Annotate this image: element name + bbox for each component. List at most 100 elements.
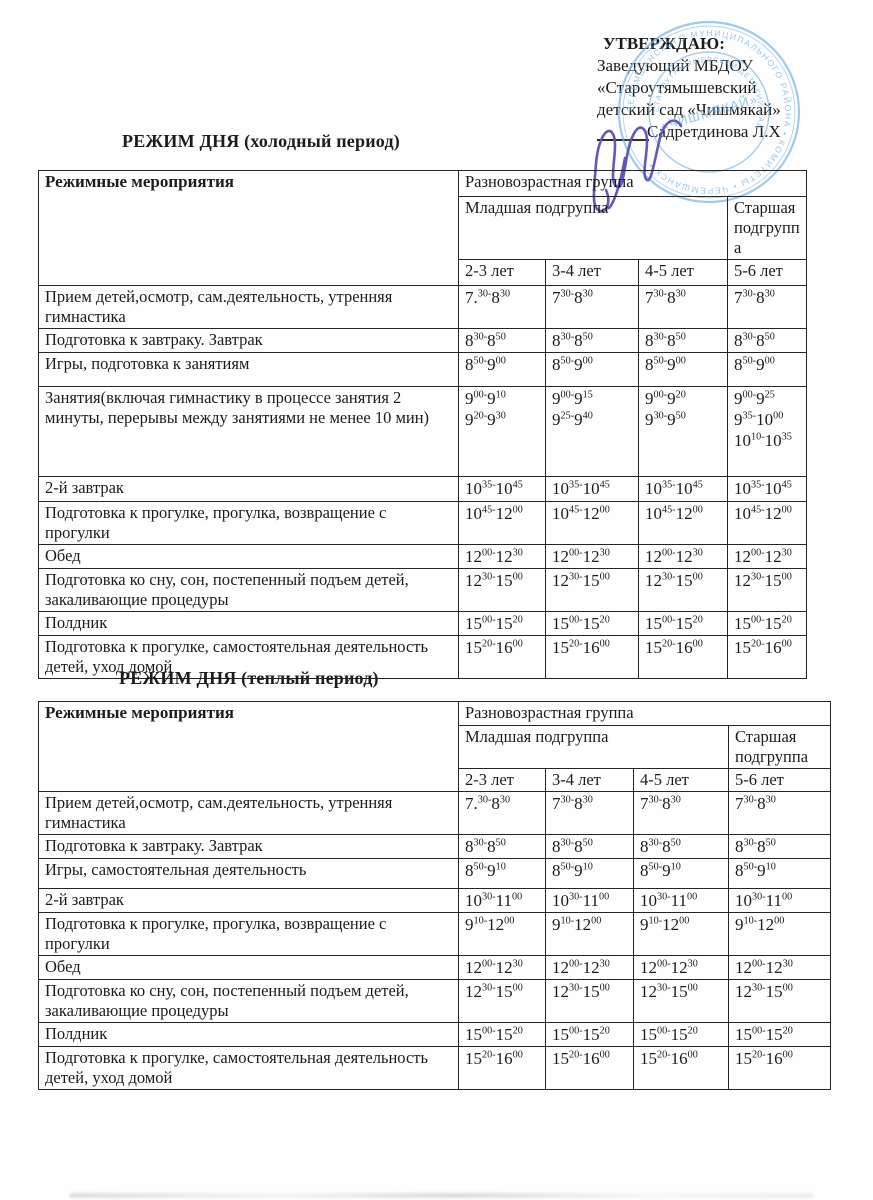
time-cell: 830-850 [727, 328, 807, 353]
time-range: 830-850 [552, 331, 593, 350]
schedule-row: Полдник 1500-1520 1500-1520 1500-1520 1500-1… [38, 1022, 831, 1047]
group-header: Разновозрастная группа [458, 170, 807, 197]
time-cell: 900-915 925-940 [545, 386, 639, 477]
activity-cell: Подготовка к завтраку. Завтрак [38, 328, 459, 353]
time-cell: 1045-1200 [727, 501, 807, 545]
time-range: 1500-1520 [645, 614, 703, 633]
schedule-row: Подготовка к прогулке, прогулка, возвращ… [38, 912, 831, 956]
time-cell: 1200-1230 [545, 955, 634, 980]
time-cell: 1035-1045 [727, 476, 807, 502]
activity-cell: Игры, подготовка к занятиям [38, 352, 459, 387]
time-cell: 1520-1600 [638, 635, 728, 679]
activity-cell: 2-й завтрак [38, 476, 459, 502]
time-cell: 1200-1230 [728, 955, 831, 980]
time-cell: 1200-1230 [633, 955, 729, 980]
age-header: 3-4 лет [545, 259, 639, 286]
activities-column-header: Режимные мероприятия [38, 701, 459, 792]
younger-subgroup-header: Младшая подгруппа [458, 725, 729, 769]
signature-line [597, 139, 649, 141]
older-subgroup-header: Старшая подгруппа [728, 725, 831, 769]
time-range: 730-830 [552, 288, 593, 307]
time-cell: 830-850 [545, 834, 634, 859]
time-cell: 1035-1045 [545, 476, 639, 502]
approval-line: детский сад «Чишмякай» [597, 100, 781, 119]
time-cell: 910-1200 [728, 912, 831, 956]
time-range: 850-900 [645, 355, 686, 374]
time-range: 1520-1600 [465, 638, 523, 657]
time-cell: 1045-1200 [638, 501, 728, 545]
time-cell: 1230-1500 [727, 568, 807, 612]
time-cell: 850-900 [727, 352, 807, 387]
schedule-row: 2-й завтрак 1030-1100 1030-1100 1030-1100 10… [38, 888, 831, 913]
time-cell: 1230-1500 [458, 979, 546, 1023]
time-range: 1520-1600 [640, 1049, 698, 1068]
time-range: 1035-1045 [552, 479, 610, 498]
schedule-row: Прием детей,осмотр, сам.деятельность, ут… [38, 285, 807, 329]
time-cell: 1030-1100 [633, 888, 729, 913]
time-range: 1500-1520 [465, 1025, 523, 1044]
time-range: 850-900 [734, 355, 775, 374]
time-range: 830-850 [552, 837, 593, 856]
time-cell: 830-850 [728, 834, 831, 859]
time-cell: 1200-1230 [458, 955, 546, 980]
time-range: 1500-1520 [640, 1025, 698, 1044]
time-range: 830-850 [640, 837, 681, 856]
time-range: 1520-1600 [734, 638, 792, 657]
age-header: 5-6 лет [727, 259, 807, 286]
time-cell: 7.30-830 [458, 791, 546, 835]
activity-cell: Полдник [38, 1022, 459, 1047]
time-range: 830-850 [465, 331, 506, 350]
time-cell: 1500-1520 [638, 611, 728, 636]
time-range: 7.30-830 [465, 794, 511, 813]
time-range: 1045-1200 [465, 504, 523, 523]
time-range: 1500-1520 [552, 1025, 610, 1044]
time-range: 7.30-830 [465, 288, 511, 307]
time-range: 925-940 [552, 410, 593, 429]
time-range: 910-1200 [640, 915, 690, 934]
time-cell: 1500-1520 [458, 611, 546, 636]
schedule-row: Занятия(включая гимнастику в процессе за… [38, 386, 807, 477]
time-range: 830-850 [465, 837, 506, 856]
activity-cell: Обед [38, 544, 459, 569]
time-cell: 850-910 [545, 858, 634, 889]
schedule-row: Игры, подготовка к занятиям 850-900 850-90… [38, 352, 807, 387]
time-range: 1520-1600 [465, 1049, 523, 1068]
time-cell: 730-830 [638, 285, 728, 329]
time-range: 850-910 [552, 861, 593, 880]
time-cell: 1230-1500 [458, 568, 546, 612]
time-cell: 830-850 [458, 328, 546, 353]
time-range: 1045-1200 [645, 504, 703, 523]
time-range: 830-850 [645, 331, 686, 350]
activity-cell: Полдник [38, 611, 459, 636]
time-range: 1200-1230 [465, 958, 523, 977]
time-range: 1030-1100 [552, 891, 610, 910]
time-cell: 1520-1600 [728, 1046, 831, 1090]
schedule-table-warm: Режимные мероприятия Разновозрастная гру… [38, 701, 831, 1090]
time-range: 1520-1600 [645, 638, 703, 657]
table-title-warm-period: РЕЖИМ ДНЯ (теплый период) [119, 668, 379, 688]
schedule-row: Прием детей,осмотр, сам.деятельность, ут… [38, 791, 831, 835]
age-header: 5-6 лет [728, 768, 831, 792]
header-row: 2-3 лет 3-4 лет 4-5 лет 5-6 лет [39, 768, 831, 792]
time-cell: 850-900 [545, 352, 639, 387]
time-cell: 1520-1600 [545, 635, 639, 679]
time-cell: 730-830 [545, 791, 634, 835]
age-header: 3-4 лет [545, 768, 634, 792]
group-header: Разновозрастная группа [458, 701, 831, 726]
approval-signatory-name: Садретдинова Л.Х [647, 122, 781, 141]
time-cell: 1520-1600 [633, 1046, 729, 1090]
time-cell: 1500-1520 [545, 1022, 634, 1047]
time-range: 1035-1045 [465, 479, 523, 498]
time-range: 1520-1600 [735, 1049, 793, 1068]
time-range: 1230-1500 [645, 571, 703, 590]
approval-line: Заведующий МБДОУ [597, 56, 753, 75]
time-range: 1230-1500 [734, 571, 792, 590]
time-cell: 1520-1600 [458, 635, 546, 679]
time-range: 1230-1500 [465, 982, 523, 1001]
time-cell: 1230-1500 [545, 568, 639, 612]
time-range: 730-830 [645, 288, 686, 307]
header-row: Режимные мероприятия Разновозрастная гру… [38, 170, 807, 286]
time-cell: 1500-1520 [728, 1022, 831, 1047]
time-cell: 1200-1230 [638, 544, 728, 569]
